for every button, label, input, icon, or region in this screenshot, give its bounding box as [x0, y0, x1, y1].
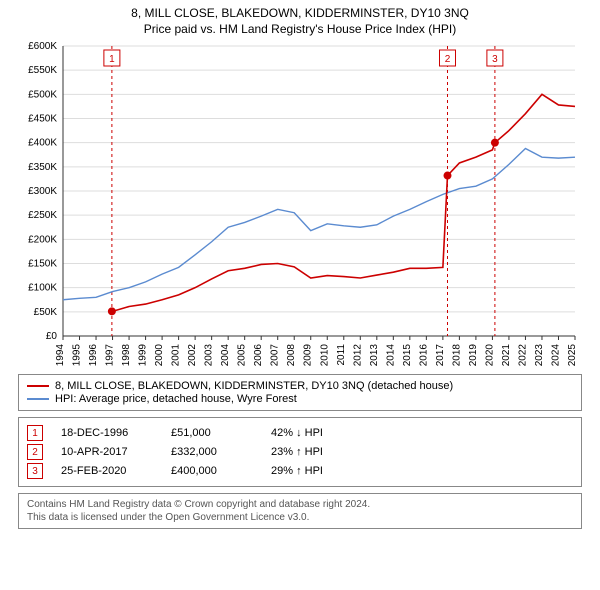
chart-title-2: Price paid vs. HM Land Registry's House …: [0, 22, 600, 36]
svg-text:2017: 2017: [435, 344, 446, 367]
legend: 8, MILL CLOSE, BLAKEDOWN, KIDDERMINSTER,…: [18, 374, 582, 411]
transaction-date: 25-FEB-2020: [61, 465, 171, 477]
transaction-row: 2 10-APR-2017£332,00023% ↑ HPI: [27, 444, 573, 460]
svg-text:£300K: £300K: [28, 186, 57, 197]
svg-text:£550K: £550K: [28, 65, 57, 76]
licence-line-2: This data is licensed under the Open Gov…: [27, 511, 573, 524]
svg-text:2000: 2000: [154, 344, 165, 367]
transaction-marker: 3: [27, 463, 43, 479]
svg-text:2018: 2018: [451, 344, 462, 367]
svg-text:2012: 2012: [352, 344, 363, 367]
svg-text:2021: 2021: [501, 344, 512, 367]
svg-text:2007: 2007: [270, 344, 281, 367]
svg-text:2002: 2002: [187, 344, 198, 367]
transaction-delta: 29% ↑ HPI: [271, 465, 323, 477]
price-chart: £0 £50K £100K £150K £200K £250K £300K £350K £400…: [15, 38, 585, 368]
svg-text:1: 1: [109, 54, 115, 65]
transaction-delta: 42% ↓ HPI: [271, 427, 323, 439]
svg-text:1997: 1997: [105, 344, 116, 367]
legend-swatch: [27, 385, 49, 387]
svg-text:2019: 2019: [468, 344, 479, 367]
svg-text:1996: 1996: [88, 344, 99, 367]
svg-text:£250K: £250K: [28, 210, 57, 221]
svg-text:1995: 1995: [72, 344, 83, 367]
transaction-row: 3 25-FEB-2020£400,00029% ↑ HPI: [27, 463, 573, 479]
svg-text:£450K: £450K: [28, 114, 57, 125]
transaction-price: £400,000: [171, 465, 271, 477]
svg-text:£100K: £100K: [28, 283, 57, 294]
svg-text:£50K: £50K: [34, 307, 58, 318]
svg-text:2001: 2001: [171, 344, 182, 367]
legend-label: HPI: Average price, detached house, Wyre…: [55, 393, 297, 405]
transaction-marker: 1: [27, 425, 43, 441]
transaction-price: £332,000: [171, 446, 271, 458]
svg-text:2014: 2014: [385, 344, 396, 367]
legend-row: HPI: Average price, detached house, Wyre…: [27, 393, 573, 405]
svg-text:2: 2: [445, 54, 451, 65]
svg-text:2003: 2003: [204, 344, 215, 367]
legend-swatch: [27, 398, 49, 400]
svg-text:1999: 1999: [138, 344, 149, 367]
svg-text:£350K: £350K: [28, 162, 57, 173]
legend-row: 8, MILL CLOSE, BLAKEDOWN, KIDDERMINSTER,…: [27, 380, 573, 392]
svg-text:2023: 2023: [534, 344, 545, 367]
svg-text:£600K: £600K: [28, 41, 57, 52]
svg-text:2010: 2010: [319, 344, 330, 367]
svg-text:2011: 2011: [336, 344, 347, 366]
svg-text:2022: 2022: [517, 344, 528, 367]
svg-text:2015: 2015: [402, 344, 413, 367]
svg-text:3: 3: [492, 54, 498, 65]
licence-note: Contains HM Land Registry data © Crown c…: [18, 493, 582, 529]
transaction-marker: 2: [27, 444, 43, 460]
svg-text:£500K: £500K: [28, 89, 57, 100]
svg-text:1998: 1998: [121, 344, 132, 367]
transaction-price: £51,000: [171, 427, 271, 439]
svg-text:2005: 2005: [237, 344, 248, 367]
transactions-table: 1 18-DEC-1996£51,00042% ↓ HPI 2 10-APR-2017…: [18, 417, 582, 487]
svg-text:2006: 2006: [253, 344, 264, 367]
svg-text:2008: 2008: [286, 344, 297, 367]
chart-title-1: 8, MILL CLOSE, BLAKEDOWN, KIDDERMINSTER,…: [0, 6, 600, 20]
transaction-row: 1 18-DEC-1996£51,00042% ↓ HPI: [27, 425, 573, 441]
transaction-delta: 23% ↑ HPI: [271, 446, 323, 458]
licence-line-1: Contains HM Land Registry data © Crown c…: [27, 498, 573, 511]
svg-text:2024: 2024: [550, 344, 561, 367]
svg-text:2016: 2016: [418, 344, 429, 367]
svg-text:£400K: £400K: [28, 138, 57, 149]
svg-text:2020: 2020: [484, 344, 495, 367]
svg-text:2013: 2013: [369, 344, 380, 367]
svg-text:2025: 2025: [567, 344, 578, 367]
svg-text:1994: 1994: [55, 344, 66, 367]
svg-text:2009: 2009: [303, 344, 314, 367]
svg-text:£200K: £200K: [28, 234, 57, 245]
transaction-date: 18-DEC-1996: [61, 427, 171, 439]
svg-text:2004: 2004: [220, 344, 231, 367]
svg-text:£0: £0: [46, 331, 58, 342]
legend-label: 8, MILL CLOSE, BLAKEDOWN, KIDDERMINSTER,…: [55, 380, 453, 392]
svg-text:£150K: £150K: [28, 259, 57, 270]
transaction-date: 10-APR-2017: [61, 446, 171, 458]
